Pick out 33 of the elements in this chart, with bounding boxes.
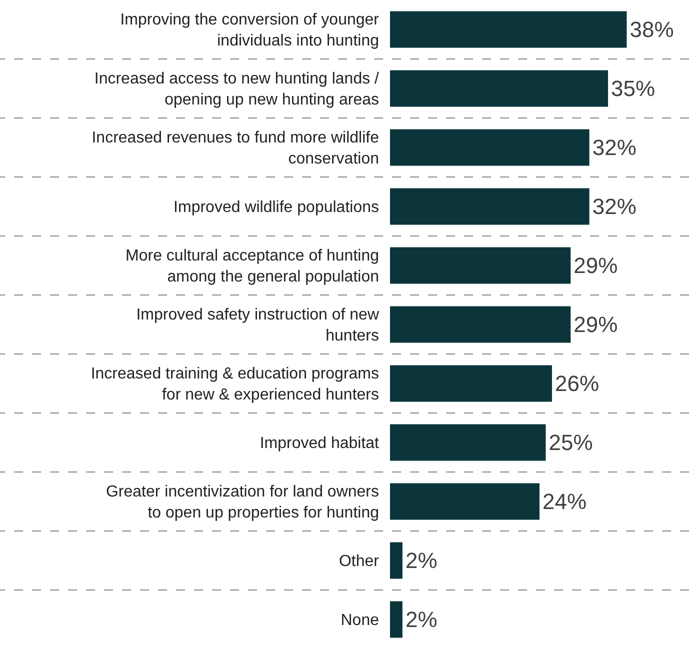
data-label: 32% bbox=[592, 135, 636, 160]
bar bbox=[390, 247, 571, 284]
bar bbox=[390, 365, 552, 402]
y-tick-label: Increased access to new hunting lands / opening up new hunting areas bbox=[94, 70, 380, 108]
bar bbox=[390, 601, 402, 638]
y-tick-label: More cultural acceptance of hunting among the general population bbox=[126, 248, 379, 286]
y-tick-label: Improving the conversion of younger individuals into hunting bbox=[120, 12, 380, 50]
y-tick-label: Other bbox=[338, 553, 380, 570]
data-label: 29% bbox=[574, 253, 618, 278]
y-tick-label: None bbox=[340, 612, 380, 630]
data-label: 35% bbox=[611, 76, 656, 101]
data-label: 2% bbox=[405, 607, 438, 632]
bar bbox=[390, 188, 590, 225]
y-tick-label: Improved safety instruction of new hunters bbox=[136, 306, 380, 344]
y-tick-label: Improved habitat bbox=[260, 435, 380, 452]
data-label: 32% bbox=[592, 194, 636, 219]
bar bbox=[390, 306, 571, 343]
bar bbox=[390, 70, 608, 107]
y-tick-label: Increased revenues to fund more wildlife conservation bbox=[92, 130, 380, 168]
data-label: 38% bbox=[630, 17, 674, 42]
data-label: 24% bbox=[542, 489, 587, 514]
bar bbox=[390, 483, 540, 520]
bar bbox=[390, 11, 627, 48]
data-label: 2% bbox=[405, 548, 438, 573]
y-tick-label: Increased training & education programs for new & experienced hunters bbox=[90, 366, 379, 404]
data-label: 26% bbox=[554, 371, 600, 396]
bar bbox=[390, 129, 590, 166]
bar bbox=[390, 542, 402, 579]
y-tick-label: Greater incentivization for land owners to open up properties for hunting bbox=[106, 484, 379, 522]
data-label: 29% bbox=[574, 312, 618, 337]
data-label: 25% bbox=[548, 430, 593, 455]
bar bbox=[390, 424, 546, 461]
y-tick-label: Improved wildlife populations bbox=[174, 199, 379, 216]
